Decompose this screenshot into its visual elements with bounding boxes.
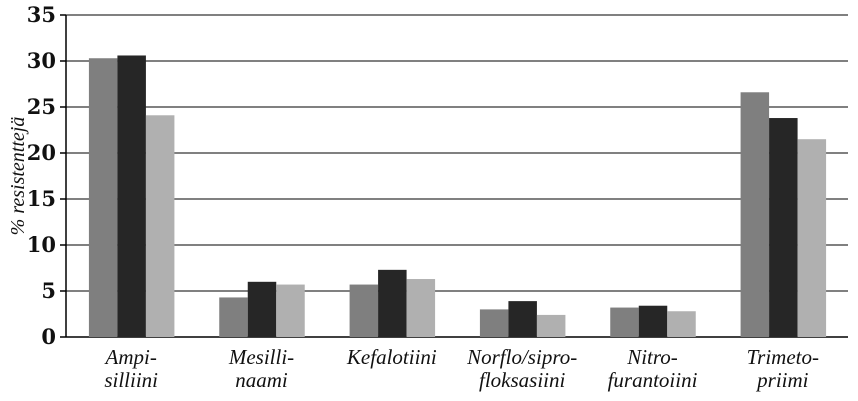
y-tick-label: 0 [41,324,56,349]
bar-cat3-series3 [406,279,436,337]
bar-cat3-series2 [378,269,407,337]
category-label-line: floksasiini [479,368,566,392]
category-label: Kefalotiini [346,345,437,369]
category-label-line: Mesilli- [228,345,294,369]
bar-cat1-series3 [145,115,175,337]
bar-cat1-series1 [88,58,118,338]
category-label-line: Kefalotiini [346,345,437,369]
category-label-line: Trimeto- [747,345,819,369]
bar-cat3-series1 [349,284,379,337]
bar-cat5-series3 [667,311,696,337]
bar-cat4-series2 [508,301,537,337]
y-tick-label: 10 [27,232,56,257]
category-label: Mesilli-naami [228,345,294,392]
bar-cat4-series1 [479,309,509,337]
category-label-line: Norflo/sipro- [466,345,577,369]
bar-cat6-series3 [797,139,827,337]
category-label-line: furantoiini [608,368,698,392]
category-label-line: priimi [755,368,809,392]
category-label: Ampi-silliini [104,345,159,392]
category-label-line: Nitro- [626,345,678,369]
y-tick-label: 20 [27,140,56,165]
category-label: Trimeto-priimi [747,345,819,392]
bar-cat4-series3 [536,314,566,337]
category-label: Nitro-furantoiini [608,345,698,392]
bar-cat2-series1 [219,297,248,337]
bar-cat6-series1 [740,92,770,337]
bar-cat5-series1 [610,307,639,337]
category-label-line: silliini [104,368,158,392]
category-label-line: naami [235,368,288,392]
y-tick-label: 15 [27,186,56,211]
bar-cat6-series2 [769,118,798,337]
y-tick-label: 25 [27,94,56,119]
axes [60,14,848,338]
bar-cat2-series2 [247,281,277,337]
labels: 0 5 10 15 20 25 30 35 % resistenttejä Ampi-sillii… [7,2,819,392]
bar-cat2-series3 [276,284,305,337]
y-tick-label: 30 [27,48,56,73]
bars [88,55,827,338]
gridlines [66,14,848,292]
y-tick-label: 5 [41,278,56,303]
category-label-line: Ampi- [104,345,157,369]
bar-cat5-series2 [638,305,668,337]
y-axis-label: % resistenttejä [7,117,29,236]
y-tick-label: 35 [27,2,56,27]
category-label: Norflo/sipro-floksasiini [466,345,577,392]
bar-cat1-series2 [117,55,146,337]
